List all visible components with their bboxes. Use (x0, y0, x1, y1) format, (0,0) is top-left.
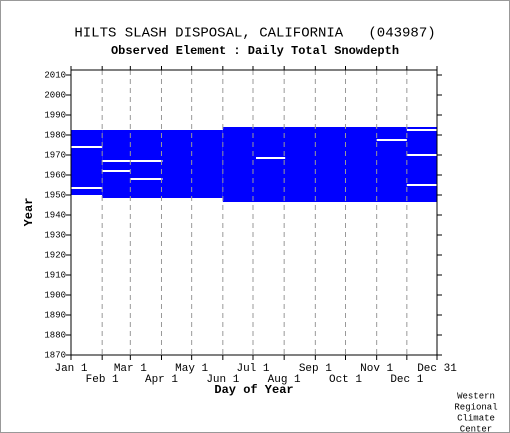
data-block (71, 130, 103, 195)
y-tick-label: 1960 (44, 170, 66, 180)
y-tick-label: 1870 (44, 350, 66, 360)
data-gap (256, 157, 286, 159)
y-tick-label: 2000 (44, 90, 66, 100)
x-tick-label: Jul 1 (236, 363, 269, 375)
y-tick-label: 1990 (44, 110, 66, 120)
y-tick-label: 1970 (44, 150, 66, 160)
x-tick-label: Mar 1 (114, 363, 147, 375)
data-gap (71, 187, 103, 189)
x-tick-label: Aug 1 (268, 374, 301, 386)
y-tick-label: 1910 (44, 270, 66, 280)
x-tick-label: Oct 1 (329, 374, 362, 386)
x-tick-label: Dec 31 (417, 363, 457, 375)
data-gap (406, 154, 437, 156)
chart-subtitle: Observed Element : Daily Total Snowdepth (111, 44, 399, 58)
x-axis-label: Day of Year (214, 383, 293, 397)
x-tick-label: Jun 1 (206, 374, 239, 386)
y-tick-label: 1950 (44, 190, 66, 200)
x-tick-label: Jan 1 (54, 363, 87, 375)
data-gap (130, 178, 163, 180)
x-tick-label: Sep 1 (299, 363, 332, 375)
plot-border (70, 69, 438, 356)
credit: Western (457, 391, 495, 401)
data-gap (102, 170, 131, 172)
y-tick-label: 1900 (44, 290, 66, 300)
x-tick-label: Dec 1 (390, 374, 423, 386)
y-axis-label: Year (22, 198, 36, 227)
credit: Regional (454, 402, 497, 412)
x-tick-label: Feb 1 (86, 374, 119, 386)
data-gap (406, 184, 437, 186)
y-tick-label: 1940 (44, 210, 66, 220)
data-block (222, 127, 437, 202)
y-tick-label: 1930 (44, 230, 66, 240)
x-tick-label: Nov 1 (360, 363, 393, 375)
data-block (102, 130, 223, 198)
data-gap (71, 146, 103, 148)
credit: Climate (457, 413, 495, 423)
y-tick-label: 1890 (44, 310, 66, 320)
credit: Center (460, 424, 492, 433)
data-gap (102, 160, 163, 162)
x-tick-label: Apr 1 (145, 374, 178, 386)
data-gap (376, 139, 407, 141)
y-tick-label: 1980 (44, 130, 66, 140)
y-tick-label: 1920 (44, 250, 66, 260)
data-gap (406, 129, 437, 131)
y-tick-label: 2010 (44, 70, 66, 80)
x-tick-label: May 1 (175, 363, 208, 375)
y-tick-label: 1880 (44, 330, 66, 340)
chart-title: HILTS SLASH DISPOSAL, CALIFORNIA (043987… (74, 26, 435, 42)
